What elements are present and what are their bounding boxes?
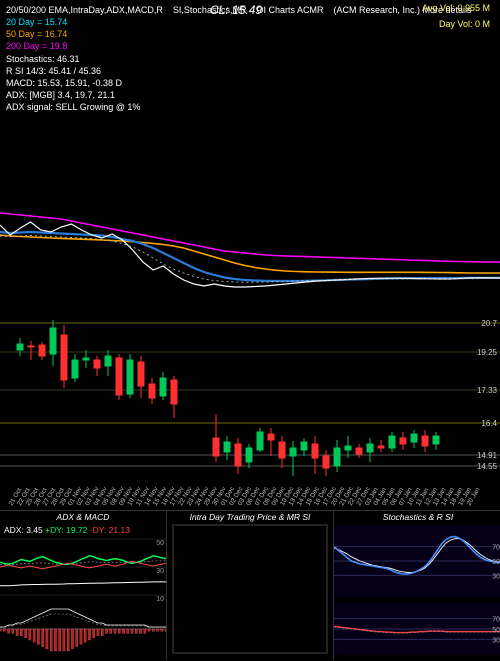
close-price: CL: 15.49: [210, 3, 262, 17]
svg-text:30: 30: [156, 568, 164, 575]
panel-intraday-title: Intra Day Trading Price & MR SI: [167, 512, 333, 522]
price-level-label: 14.91: [477, 451, 498, 460]
svg-text:30: 30: [492, 573, 500, 580]
ema200-label: 200 Day = 19.8: [6, 40, 494, 52]
day-vol: Day Vol: 0 M: [422, 18, 490, 30]
adx-label: ADX: [MGB] 3.4, 19.7, 21.1: [6, 89, 494, 101]
panel-adx-macd: ADX & MACD ADX: 3.45 +DY: 19.72 -DY: 21.…: [0, 510, 166, 660]
price-level-label: 16.4: [481, 419, 497, 428]
adx-signal: ADX signal: SELL Growing @ 1%: [6, 101, 494, 113]
header-right: Avg Vol: 0.955 M Day Vol: 0 M: [422, 2, 490, 30]
macd-label: MACD: 15.53, 15.91, -0.38 D: [6, 77, 494, 89]
svg-text:30: 30: [492, 637, 500, 644]
svg-text:50: 50: [492, 627, 500, 634]
price-level-label: 14.55: [477, 462, 498, 471]
price-level-label: 19.25: [477, 348, 498, 357]
panel-stoch-title: Stochastics & R SI: [334, 512, 500, 522]
svg-text:70: 70: [492, 617, 500, 624]
intraday-svg: [167, 511, 333, 661]
stoch-label: Stochastics: 46.31: [6, 53, 494, 65]
ema50-label: 50 Day = 16.74: [6, 28, 494, 40]
hdr-indicators-1: 20/50/200 EMA,IntraDay,ADX,MACD,R: [6, 5, 163, 15]
hdr-symbol: OI Charts ACMR: [256, 5, 323, 15]
rsi-label: R SI 14/3: 45.41 / 45.36: [6, 65, 494, 77]
svg-text:50: 50: [156, 540, 164, 547]
svg-text:50: 50: [492, 559, 500, 566]
candlestick-chart: 20.719.2517.3316.414.9114.5521 Oct22 Oct…: [0, 310, 500, 510]
svg-text:70: 70: [492, 545, 500, 552]
price-level-label: 17.33: [477, 386, 498, 395]
panel-intraday: Intra Day Trading Price & MR SI: [166, 510, 333, 660]
avg-vol: Avg Vol: 0.955 M: [422, 2, 490, 14]
adx-readout: ADX: 3.45 +DY: 19.72 -DY: 21.13: [4, 525, 130, 535]
ema20-label: 20 Day = 15.74: [6, 16, 494, 28]
price-level-label: 20.7: [481, 319, 497, 328]
upper-ema-chart: [0, 118, 500, 308]
svg-text:10: 10: [156, 596, 164, 603]
panel-adx-title: ADX & MACD: [0, 512, 166, 522]
stoch-rsi-svg: 70 50 30 70 50 30: [334, 511, 500, 661]
panel-stoch-rsi: Stochastics & R SI 70 50 30 70 50 30: [333, 510, 500, 660]
bottom-panels: ADX & MACD ADX: 3.45 +DY: 19.72 -DY: 21.…: [0, 510, 500, 660]
